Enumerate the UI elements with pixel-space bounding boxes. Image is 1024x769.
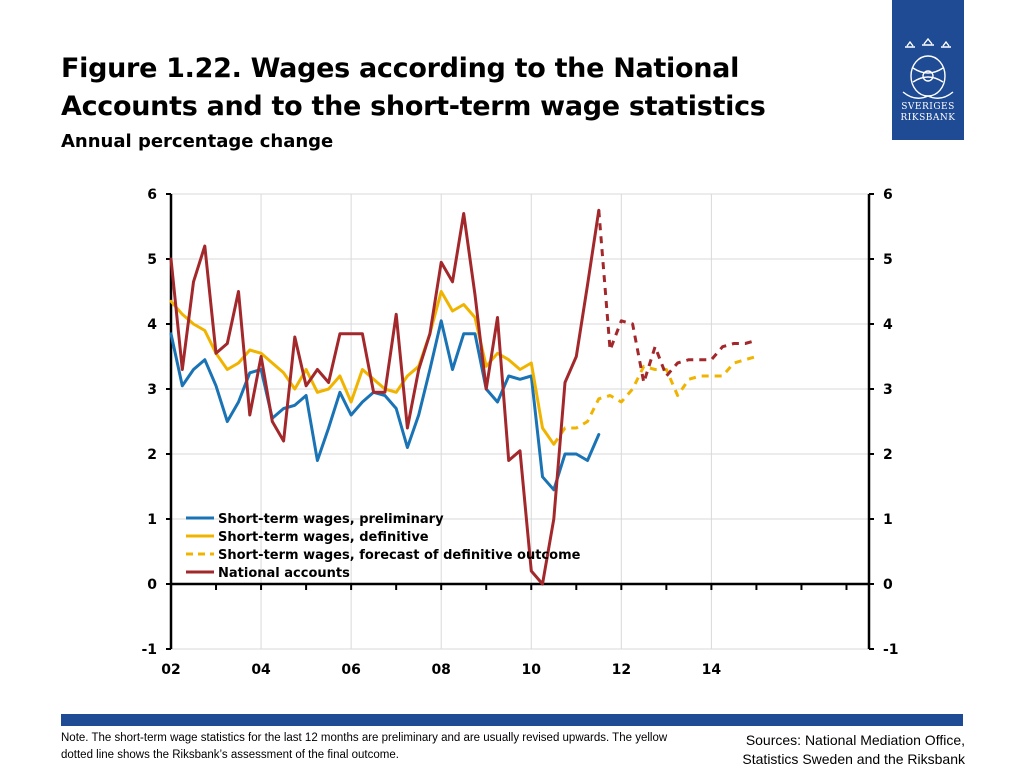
riksbank-logo: SVERIGES RIKSBANK: [892, 0, 964, 140]
y-tick-label-right: 2: [883, 447, 893, 463]
y-tick-label-right: 1: [883, 512, 893, 528]
sources: Sources: National Mediation Office, Stat…: [742, 731, 965, 769]
x-tick-label: 02: [161, 662, 180, 678]
series-line-0: [169, 319, 601, 492]
chart-subtitle: Annual percentage change: [61, 131, 334, 152]
legend-label: Short-term wages, definitive: [218, 530, 429, 545]
y-tick-label-right: -1: [883, 642, 899, 658]
legend: Short-term wages, preliminary Short-term …: [186, 512, 581, 581]
y-tick-label-left: 0: [147, 577, 157, 593]
y-tick-label-right: 5: [883, 252, 893, 268]
y-tick-label-left: 6: [147, 187, 157, 203]
series-line-2: [552, 355, 757, 446]
series-line-4: [597, 210, 757, 384]
series-lines: [169, 208, 757, 586]
y-tick-label-right: 6: [883, 187, 893, 203]
y-tick-label-left: 4: [147, 317, 157, 333]
y-tick-label-left: 3: [147, 382, 157, 398]
y-tick-label-right: 3: [883, 382, 893, 398]
y-tick-label-right: 0: [883, 577, 893, 593]
y-tick-label-left: -1: [141, 642, 157, 658]
legend-label: Short-term wages, forecast of definitive…: [218, 548, 581, 563]
logo-text-riksbank: RIKSBANK: [900, 113, 956, 123]
sources-line-2: Statistics Sweden and the Riksbank: [742, 751, 965, 767]
x-tick-label: 14: [702, 662, 722, 678]
chart-title: Figure 1.22. Wages according to the Nati…: [61, 53, 766, 122]
logo-text-sveriges: SVERIGES: [901, 102, 955, 112]
sources-line-1: Sources: National Mediation Office,: [745, 732, 965, 748]
y-tick-label-left: 5: [147, 252, 157, 268]
series-line-3: [169, 208, 601, 586]
footnote: Note. The short-term wage statistics for…: [61, 732, 668, 761]
x-tick-label: 12: [612, 662, 631, 678]
x-tick-label: 10: [522, 662, 542, 678]
y-tick-label-left: 2: [147, 447, 157, 463]
x-tick-label: 04: [251, 662, 271, 678]
footer-divider-band: [61, 714, 963, 726]
x-tick-label: 08: [431, 662, 450, 678]
legend-label: National accounts: [218, 566, 350, 581]
y-tick-label-left: 1: [147, 512, 157, 528]
crown-emblem-icon: [902, 38, 954, 99]
x-tick-label: 06: [341, 662, 360, 678]
y-tick-label-right: 4: [883, 317, 893, 333]
legend-label: Short-term wages, preliminary: [218, 512, 444, 527]
